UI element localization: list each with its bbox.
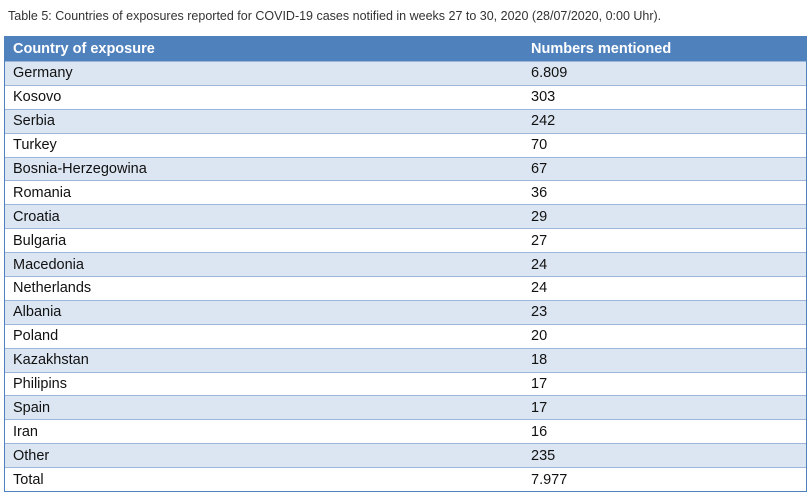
table-row: Albania 23	[5, 299, 806, 324]
number-cell: 303	[531, 89, 556, 106]
country-cell: Bulgaria	[13, 232, 67, 249]
country-cell: Albania	[13, 304, 62, 321]
table-caption: Table 5: Countries of exposures reported…	[8, 9, 662, 23]
country-cell: Serbia	[13, 113, 55, 130]
table-row: Other 235	[5, 443, 806, 468]
number-cell: 7.977	[531, 471, 568, 488]
number-cell: 70	[531, 137, 548, 154]
country-cell: Romania	[13, 184, 72, 201]
country-cell: Poland	[13, 328, 59, 345]
column-header-numbers: Numbers mentioned	[531, 41, 672, 57]
country-cell: Philipins	[13, 376, 67, 393]
table-row: Serbia 242	[5, 108, 806, 133]
column-header-country: Country of exposure	[13, 41, 155, 57]
table-row: Philipins 17	[5, 371, 806, 396]
table-row: Poland 20	[5, 323, 806, 348]
country-cell: Germany	[13, 65, 73, 82]
number-cell: 18	[531, 352, 548, 369]
table-row: Croatia 29	[5, 204, 806, 229]
country-cell: Kosovo	[13, 89, 62, 106]
number-cell: 20	[531, 328, 548, 345]
table-row: Spain 17	[5, 395, 806, 420]
number-cell: 6.809	[531, 65, 568, 82]
table-row-total: Total 7.977	[5, 467, 806, 492]
number-cell: 16	[531, 423, 548, 440]
country-cell: Kazakhstan	[13, 352, 89, 369]
number-cell: 29	[531, 208, 548, 225]
country-cell: Turkey	[13, 137, 57, 154]
number-cell: 17	[531, 399, 548, 416]
country-cell: Iran	[13, 423, 38, 440]
number-cell: 17	[531, 376, 548, 393]
number-cell: 23	[531, 304, 548, 321]
country-cell: Netherlands	[13, 280, 92, 297]
table-row: Kosovo 303	[5, 84, 806, 109]
table-row: Romania 36	[5, 180, 806, 205]
number-cell: 36	[531, 184, 548, 201]
table-row: Macedonia 24	[5, 252, 806, 277]
table-header-row: Country of exposure Numbers mentioned	[5, 37, 806, 61]
table-row: Bulgaria 27	[5, 228, 806, 253]
table-row: Netherlands 24	[5, 276, 806, 300]
number-cell: 24	[531, 280, 548, 297]
table-row: Kazakhstan 18	[5, 347, 806, 372]
country-cell: Other	[13, 447, 50, 464]
number-cell: 242	[531, 113, 556, 130]
number-cell: 27	[531, 232, 548, 249]
country-cell: Total	[13, 471, 44, 488]
table-row: Bosnia-Herzegowina 67	[5, 156, 806, 181]
country-cell: Bosnia-Herzegowina	[13, 161, 147, 177]
number-cell: 235	[531, 447, 556, 464]
country-cell: Spain	[13, 399, 51, 416]
table-row: Iran 16	[5, 419, 806, 444]
table-row: Turkey 70	[5, 132, 806, 157]
country-cell: Croatia	[13, 208, 60, 225]
exposure-table: Country of exposure Numbers mentioned Ge…	[4, 36, 807, 493]
table-row: Germany 6.809	[5, 61, 806, 85]
country-cell: Macedonia	[13, 256, 84, 273]
number-cell: 67	[531, 161, 548, 177]
number-cell: 24	[531, 256, 548, 273]
